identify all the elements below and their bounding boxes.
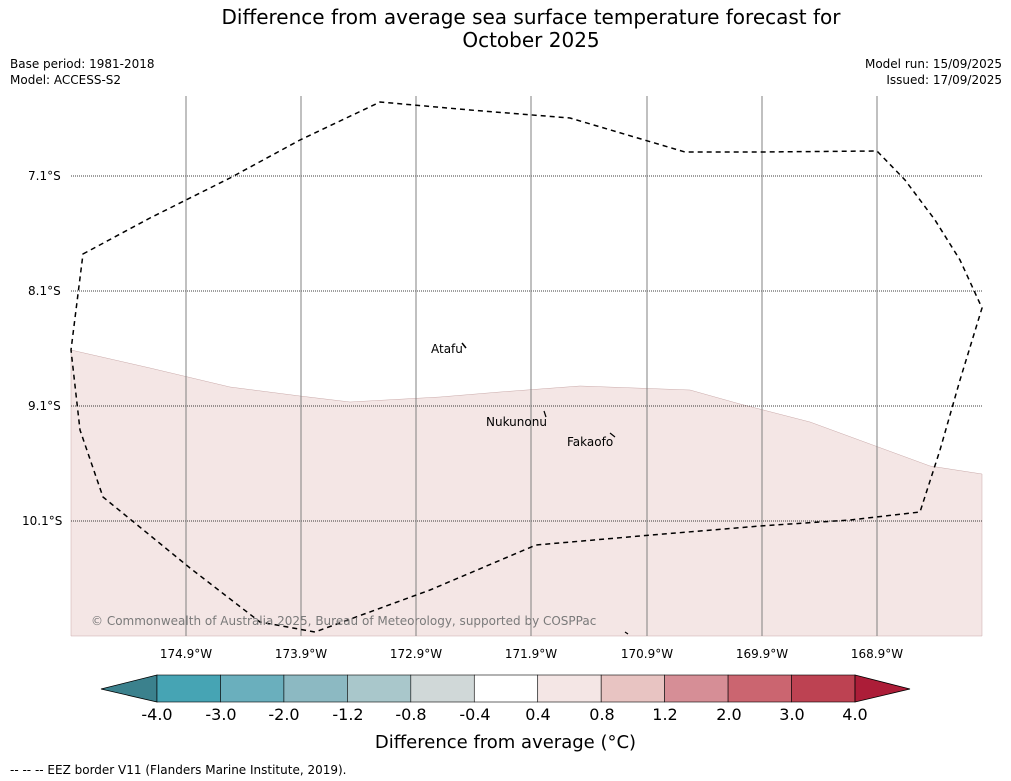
colorbar-title: Difference from average (°C) bbox=[374, 732, 637, 753]
chart-title: Difference from average sea surface temp… bbox=[0, 6, 1011, 52]
colorbar-box bbox=[727, 674, 792, 703]
colorbar-tick-label: -3.0 bbox=[205, 705, 237, 724]
longitude-gridlines bbox=[185, 96, 878, 636]
colorbar-box bbox=[473, 674, 539, 703]
colorbar-tick-label: -1.2 bbox=[332, 705, 364, 724]
place-nukunonu: Nukunonu bbox=[486, 415, 547, 429]
colorbar-tick-label: 0.4 bbox=[525, 705, 551, 724]
lon-label: 168.9°W bbox=[850, 647, 904, 661]
lat-label: 7.1°S bbox=[28, 169, 61, 183]
colorbar-box bbox=[410, 674, 475, 703]
colorbar-tick-label: 4.0 bbox=[842, 705, 868, 724]
lon-label: 169.9°W bbox=[735, 647, 789, 661]
colorbar-boxes bbox=[156, 674, 856, 703]
lon-label: 172.9°W bbox=[389, 647, 443, 661]
lon-label: 171.9°W bbox=[504, 647, 558, 661]
atafu-shape bbox=[461, 342, 467, 349]
base-period: Base period: 1981-2018 bbox=[10, 57, 155, 71]
place-fakaofo: Fakaofo bbox=[567, 435, 614, 449]
lon-label: 173.9°W bbox=[274, 647, 328, 661]
model-run: Model run: 15/09/2025 bbox=[864, 57, 1002, 71]
lat-label: 9.1°S bbox=[28, 399, 61, 413]
place-atafu: Atafu bbox=[431, 342, 463, 356]
nukunonu-shape bbox=[543, 410, 547, 418]
eez-footnote: -- -- -- EEZ border V11 (Flanders Marine… bbox=[10, 763, 347, 777]
lon-label: 170.9°W bbox=[620, 647, 674, 661]
copyright-notice: © Commonwealth of Australia 2025, Bureau… bbox=[91, 614, 597, 628]
colorbar-tick-label: 1.2 bbox=[652, 705, 678, 724]
lon-label: 174.9°W bbox=[159, 647, 213, 661]
colorbar-box bbox=[664, 674, 729, 703]
meta-left: Base period: 1981-2018 Model: ACCESS-S2 bbox=[10, 56, 155, 88]
swains-shape bbox=[624, 631, 629, 635]
colorbar-box bbox=[156, 674, 221, 703]
anomaly-region bbox=[70, 349, 983, 637]
model-name: Model: ACCESS-S2 bbox=[10, 73, 122, 87]
meta-right: Model run: 15/09/2025 Issued: 17/09/2025 bbox=[865, 56, 1002, 88]
title-line-1: Difference from average sea surface temp… bbox=[221, 5, 841, 29]
colorbar-box bbox=[347, 674, 412, 703]
colorbar-extend-low bbox=[100, 674, 158, 703]
fakaofo-shape bbox=[609, 432, 616, 438]
colorbar-box bbox=[220, 674, 285, 703]
colorbar-tick-label: -4.0 bbox=[141, 705, 173, 724]
colorbar-extend-high bbox=[854, 674, 911, 703]
colorbar-tick-label: -0.8 bbox=[395, 705, 427, 724]
colorbar-box bbox=[537, 674, 602, 703]
colorbar-tick-label: -2.0 bbox=[268, 705, 300, 724]
colorbar-tick-label: -0.4 bbox=[459, 705, 491, 724]
lat-label: 10.1°S bbox=[22, 514, 63, 528]
colorbar-box bbox=[791, 674, 856, 703]
colorbar bbox=[100, 674, 911, 703]
colorbar-box bbox=[283, 674, 348, 703]
colorbar-tick-label: 0.8 bbox=[589, 705, 615, 724]
colorbar-tick-label: 2.0 bbox=[716, 705, 742, 724]
title-line-2: October 2025 bbox=[462, 28, 600, 52]
lat-label: 8.1°S bbox=[28, 284, 61, 298]
colorbar-tick-label: 3.0 bbox=[779, 705, 805, 724]
colorbar-box bbox=[600, 674, 665, 703]
atoll-shapes bbox=[461, 342, 629, 635]
issued-date: Issued: 17/09/2025 bbox=[886, 73, 1002, 87]
eez-border bbox=[70, 101, 983, 633]
